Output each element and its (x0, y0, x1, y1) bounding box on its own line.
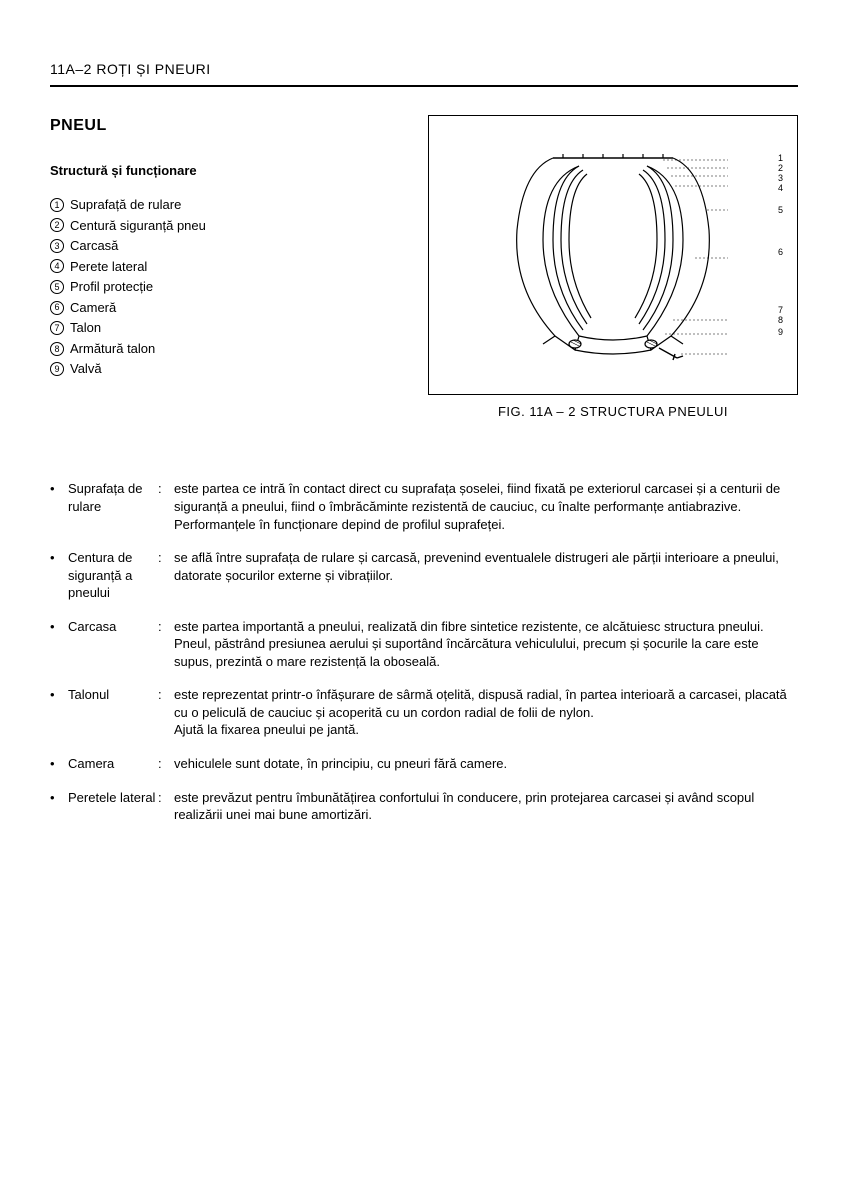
legend-item: 4 Perete lateral (50, 258, 408, 276)
circled-number-icon: 8 (50, 342, 64, 356)
circled-number-icon: 3 (50, 239, 64, 253)
legend-label: Valvă (70, 360, 102, 378)
legend-label: Suprafață de rulare (70, 196, 181, 214)
top-section: PNEUL Structură și funcționare 1 Suprafaț… (50, 115, 798, 421)
legend-item: 7 Talon (50, 319, 408, 337)
bullet-icon: • (50, 789, 68, 807)
colon: : (158, 789, 174, 807)
bullet-icon: • (50, 755, 68, 773)
definition-desc: este prevăzut pentru îmbunătățirea confo… (174, 789, 798, 824)
definitions-list: •Suprafața de rulare:este partea ce intr… (50, 480, 798, 823)
callout-number: 8 (778, 314, 783, 326)
figure-caption: FIG. 11A – 2 STRUCTURA PNEULUI (428, 403, 798, 421)
circled-number-icon: 4 (50, 259, 64, 273)
definition-desc: este reprezentat printr-o înfășurare de … (174, 686, 798, 739)
left-column: PNEUL Structură și funcționare 1 Suprafaț… (50, 115, 408, 421)
legend-item: 6 Cameră (50, 299, 408, 317)
definition-row: •Talonul:este reprezentat printr-o înfăș… (50, 686, 798, 739)
definition-row: •Suprafața de rulare:este partea ce intr… (50, 480, 798, 533)
bullet-icon: • (50, 686, 68, 704)
page-header: 11A–2 ROȚI ȘI PNEURI (50, 60, 798, 85)
section-title: PNEUL (50, 115, 408, 137)
colon: : (158, 755, 174, 773)
circled-number-icon: 7 (50, 321, 64, 335)
legend-item: 2 Centură siguranță pneu (50, 217, 408, 235)
tire-diagram (483, 140, 743, 370)
legend-label: Carcasă (70, 237, 118, 255)
colon: : (158, 549, 174, 567)
definition-desc: este partea ce intră în contact direct c… (174, 480, 798, 533)
definition-desc: este partea importantă a pneului, realiz… (174, 618, 798, 671)
legend-item: 9 Valvă (50, 360, 408, 378)
circled-number-icon: 9 (50, 362, 64, 376)
definition-term: Camera (68, 755, 158, 773)
colon: : (158, 618, 174, 636)
callout-number: 6 (778, 246, 783, 258)
colon: : (158, 686, 174, 704)
bullet-icon: • (50, 618, 68, 636)
right-column: 123456789 FIG. 11A – 2 STRUCTURA PNEULUI (428, 115, 798, 421)
legend-label: Talon (70, 319, 101, 337)
figure-box: 123456789 (428, 115, 798, 395)
circled-number-icon: 1 (50, 198, 64, 212)
circled-number-icon: 5 (50, 280, 64, 294)
bullet-icon: • (50, 480, 68, 498)
legend-item: 8 Armătură talon (50, 340, 408, 358)
definition-term: Talonul (68, 686, 158, 704)
definition-desc: se află între suprafața de rulare și car… (174, 549, 798, 584)
legend-item: 1 Suprafață de rulare (50, 196, 408, 214)
callout-number: 5 (778, 204, 783, 216)
legend-item: 5 Profil protecție (50, 278, 408, 296)
legend-label: Profil protecție (70, 278, 153, 296)
legend-label: Centură siguranță pneu (70, 217, 206, 235)
legend-list: 1 Suprafață de rulare 2 Centură siguranță p… (50, 196, 408, 378)
definition-row: •Peretele lateral:este prevăzut pentru î… (50, 789, 798, 824)
colon: : (158, 480, 174, 498)
circled-number-icon: 6 (50, 301, 64, 315)
definition-term: Peretele lateral (68, 789, 158, 807)
definition-term: Centura de siguranță a pneului (68, 549, 158, 602)
definition-desc: vehiculele sunt dotate, în principiu, cu… (174, 755, 798, 773)
legend-label: Armătură talon (70, 340, 155, 358)
section-subtitle: Structură și funcționare (50, 162, 408, 180)
callout-number: 9 (778, 326, 783, 338)
legend-label: Perete lateral (70, 258, 147, 276)
legend-label: Cameră (70, 299, 116, 317)
definition-row: •Camera:vehiculele sunt dotate, în princ… (50, 755, 798, 773)
definition-row: •Centura de siguranță a pneului:se află … (50, 549, 798, 602)
bullet-icon: • (50, 549, 68, 567)
definition-term: Suprafața de rulare (68, 480, 158, 515)
callout-number: 4 (778, 182, 783, 194)
legend-item: 3 Carcasă (50, 237, 408, 255)
definition-row: •Carcasa:este partea importantă a pneulu… (50, 618, 798, 671)
circled-number-icon: 2 (50, 218, 64, 232)
header-rule (50, 85, 798, 87)
definition-term: Carcasa (68, 618, 158, 636)
